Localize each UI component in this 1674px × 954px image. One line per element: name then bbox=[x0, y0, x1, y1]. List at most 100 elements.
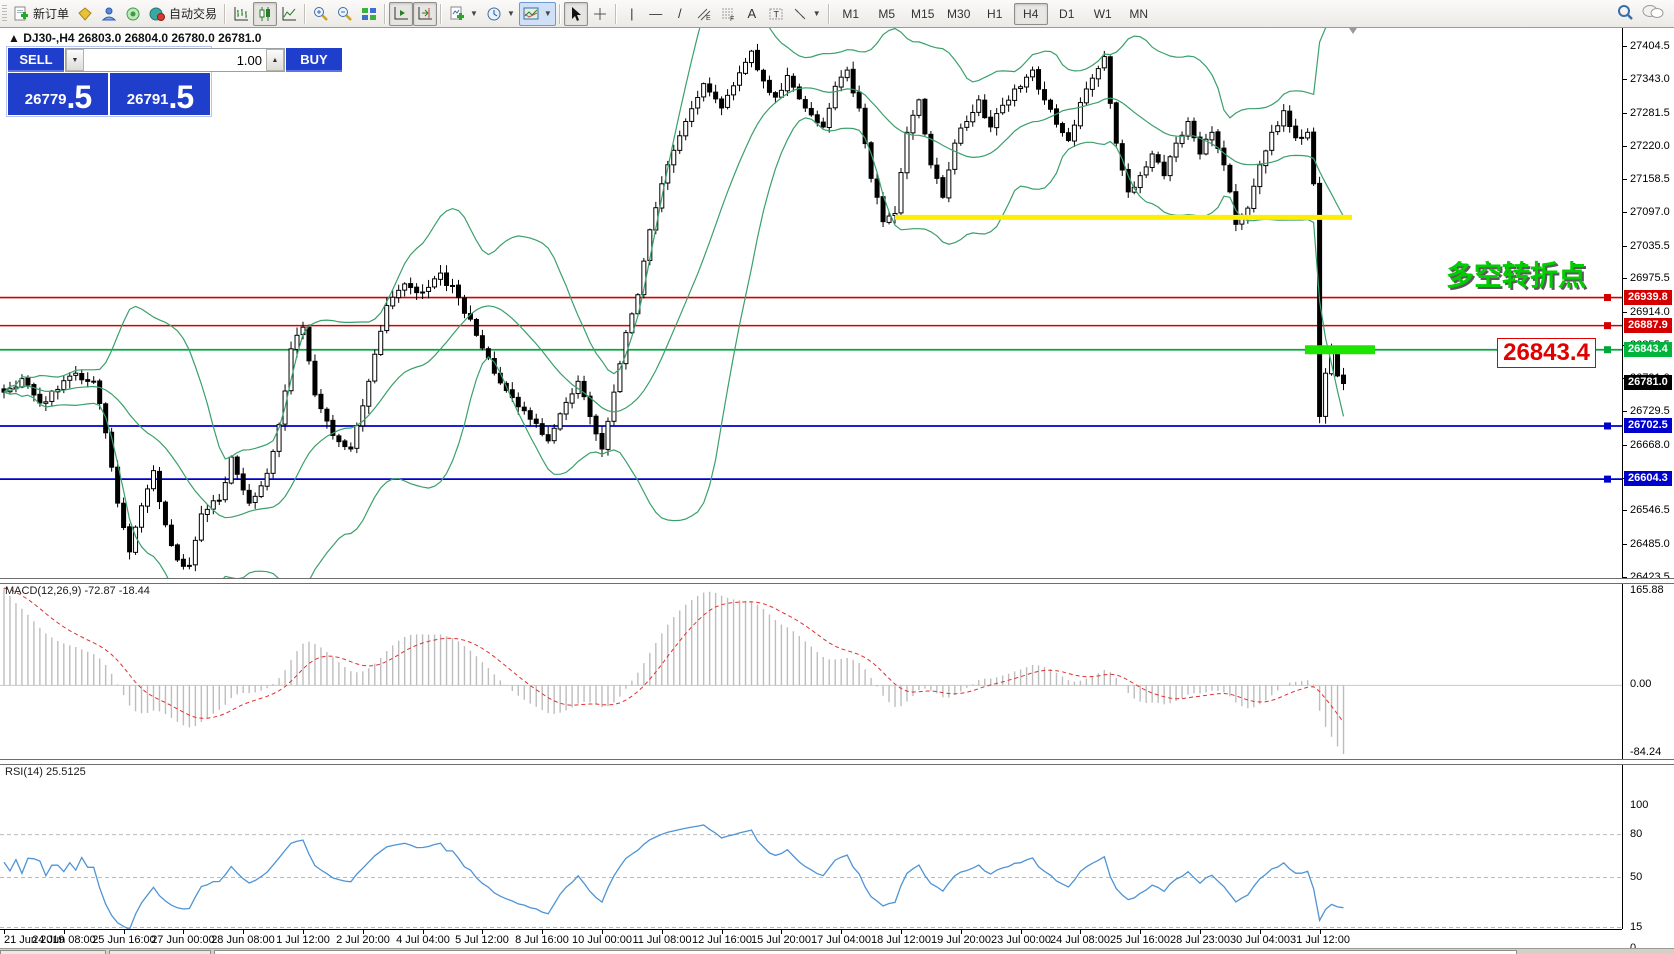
templates-button[interactable]: ▼ bbox=[518, 1, 556, 26]
volume-decrement-button[interactable]: ▼ bbox=[66, 49, 84, 71]
timeframe-h1[interactable]: H1 bbox=[987, 6, 1003, 21]
toolbar: 新订单 自动交易 bbox=[0, 0, 1674, 28]
indicator-scale-label: 50 bbox=[1630, 870, 1643, 883]
indicators-button[interactable]: ▼ bbox=[445, 2, 482, 26]
price-tick-label: 26546.5 bbox=[1630, 504, 1670, 516]
rsi-label: RSI(14) 25.5125 bbox=[5, 766, 86, 778]
broadcast-button[interactable] bbox=[121, 2, 145, 26]
toolbar-grip[interactable] bbox=[2, 4, 7, 23]
text-label-button[interactable]: T bbox=[764, 2, 788, 26]
indicator-scale-label: 165.88 bbox=[1630, 584, 1664, 596]
price-tick bbox=[1622, 510, 1627, 511]
time-tick bbox=[1140, 930, 1141, 934]
timeframe-h4[interactable]: H4 bbox=[1013, 2, 1048, 25]
time-tick-label: 21 Jun 2019 bbox=[4, 934, 65, 946]
channel-button[interactable]: E bbox=[692, 2, 716, 26]
time-tick-label: 24 Jul 08:00 bbox=[1050, 934, 1110, 946]
indicator-scale-label: -84.24 bbox=[1630, 746, 1662, 758]
horizontal-line-button[interactable]: — bbox=[644, 2, 668, 26]
profile-button[interactable] bbox=[97, 2, 121, 26]
time-tick bbox=[64, 930, 65, 934]
new-order-icon bbox=[13, 6, 29, 22]
price-badge: 26781.0 bbox=[1624, 375, 1672, 390]
price-tick bbox=[1622, 544, 1627, 545]
pane-divider[interactable] bbox=[0, 759, 1674, 765]
time-axis-line bbox=[0, 929, 1622, 930]
timeframe-m15[interactable]: M15 bbox=[911, 6, 935, 21]
chart-shift-marker[interactable] bbox=[1349, 28, 1357, 34]
new-order-button[interactable]: 新订单 bbox=[9, 2, 73, 26]
text-button[interactable]: A bbox=[740, 2, 764, 26]
candlestick-button[interactable] bbox=[253, 1, 278, 26]
trendline-button[interactable]: / bbox=[668, 2, 692, 26]
macd-pane[interactable] bbox=[0, 582, 1622, 760]
auto-trading-button[interactable]: 自动交易 bbox=[145, 2, 221, 26]
chart-canvas[interactable]: 27404.5 27343.0 27281.5 27220.0 27158.5 … bbox=[0, 28, 1674, 954]
toolbar-right bbox=[1616, 3, 1674, 24]
time-tick bbox=[4, 930, 5, 934]
price-callout-box[interactable]: 26843.4 bbox=[1497, 338, 1596, 368]
window-tab-strip bbox=[0, 948, 1674, 954]
time-tick bbox=[781, 930, 782, 934]
bar-chart-button[interactable] bbox=[229, 2, 253, 26]
rsi-pane[interactable] bbox=[0, 763, 1622, 929]
sell-button[interactable]: SELL bbox=[8, 48, 64, 72]
time-tick-label: 10 Jul 00:00 bbox=[572, 934, 632, 946]
fibonacci-button[interactable]: F bbox=[716, 2, 740, 26]
vertical-line-icon: | bbox=[630, 6, 634, 21]
collapse-arrow-icon[interactable]: ▲ bbox=[8, 31, 20, 45]
window-tab[interactable] bbox=[0, 950, 106, 954]
time-tick-label: 28 Jul 23:00 bbox=[1170, 934, 1230, 946]
horizontal-line-icon: — bbox=[649, 6, 663, 21]
chart-shift-button[interactable] bbox=[413, 1, 438, 26]
price-pane[interactable] bbox=[0, 28, 1622, 579]
timeframe-m5[interactable]: M5 bbox=[878, 6, 896, 21]
periods-button[interactable]: ▼ bbox=[482, 2, 519, 26]
volume-increment-button[interactable]: ▲ bbox=[266, 49, 284, 71]
line-chart-button[interactable] bbox=[277, 2, 301, 26]
arrows-icon bbox=[792, 6, 808, 22]
arrows-button[interactable]: ▼ bbox=[788, 2, 825, 26]
chevron-down-icon: ▼ bbox=[506, 9, 515, 18]
cursor-button[interactable] bbox=[563, 1, 588, 26]
time-tick-label: 17 Jul 04:00 bbox=[811, 934, 871, 946]
price-tick-label: 27404.5 bbox=[1630, 40, 1670, 52]
chevron-down-icon: ▼ bbox=[812, 9, 821, 18]
price-badge: 26843.4 bbox=[1624, 342, 1672, 357]
timeframe-d1[interactable]: D1 bbox=[1059, 6, 1075, 21]
zoom-in-button[interactable] bbox=[309, 2, 333, 26]
pane-divider[interactable] bbox=[0, 578, 1674, 584]
price-tick-label: 27220.0 bbox=[1630, 140, 1670, 152]
timeframe-w1[interactable]: W1 bbox=[1093, 6, 1112, 21]
chart-shift-icon bbox=[417, 6, 433, 22]
volume-input[interactable] bbox=[84, 49, 266, 71]
chat-icon[interactable] bbox=[1642, 3, 1664, 24]
gem-button[interactable] bbox=[73, 2, 97, 26]
time-tick bbox=[423, 930, 424, 934]
time-tick-label: 1 Jul 12:00 bbox=[276, 934, 330, 946]
search-icon[interactable] bbox=[1616, 3, 1634, 24]
toolbar-separator bbox=[384, 3, 387, 24]
time-tick bbox=[722, 930, 723, 934]
tile-windows-button[interactable] bbox=[357, 2, 381, 26]
time-tick bbox=[124, 930, 125, 934]
sell-price[interactable]: 26779.5 bbox=[8, 73, 108, 115]
chevron-down-icon: ▼ bbox=[470, 9, 478, 18]
zoom-out-button[interactable] bbox=[333, 2, 357, 26]
window-tab[interactable] bbox=[109, 950, 211, 954]
timeframe-m1[interactable]: M1 bbox=[842, 6, 860, 21]
timeframe-mn[interactable]: MN bbox=[1129, 6, 1149, 21]
svg-text:T: T bbox=[773, 9, 779, 19]
auto-scroll-button[interactable] bbox=[389, 1, 414, 26]
price-tick bbox=[1622, 212, 1627, 213]
crosshair-button[interactable] bbox=[588, 2, 612, 26]
buy-button[interactable]: BUY bbox=[286, 48, 342, 72]
turning-point-annotation[interactable]: 多空转折点 bbox=[1446, 260, 1587, 291]
timeframe-m30[interactable]: M30 bbox=[947, 6, 971, 21]
buy-price[interactable]: 26791.5 bbox=[110, 73, 210, 115]
vertical-line-button[interactable]: | bbox=[620, 2, 644, 26]
time-tick bbox=[602, 930, 603, 934]
window-tab[interactable] bbox=[214, 950, 1517, 954]
time-tick bbox=[303, 930, 304, 934]
time-tick bbox=[183, 930, 184, 934]
